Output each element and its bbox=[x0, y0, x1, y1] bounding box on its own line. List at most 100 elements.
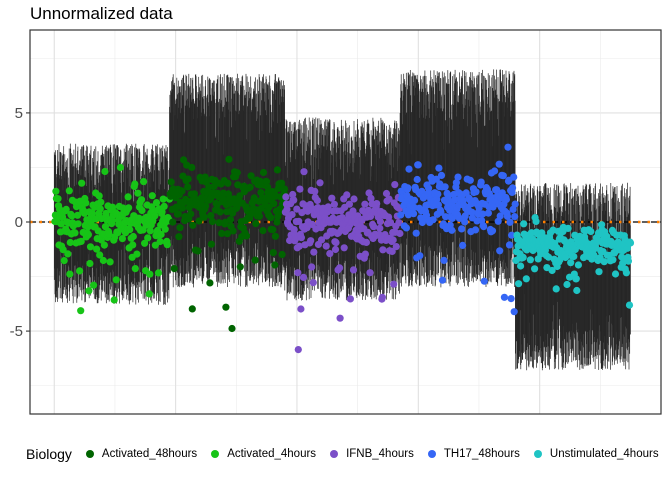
point-activated-4hours bbox=[108, 217, 116, 225]
point-activated-4hours bbox=[129, 241, 137, 249]
point-th17-48hours bbox=[441, 183, 449, 191]
point-activated-4hours bbox=[84, 231, 92, 239]
point-activated-48hours bbox=[252, 220, 260, 228]
point-activated-48hours bbox=[259, 168, 268, 177]
point-th17-48hours bbox=[437, 171, 446, 179]
point-th17-48hours bbox=[484, 209, 492, 217]
point-unstimulated-4hours bbox=[531, 265, 539, 273]
point-activated-4hours bbox=[60, 257, 68, 265]
point-activated-4hours bbox=[157, 230, 165, 239]
point-ifnb-4hours bbox=[362, 238, 370, 246]
point-activated-48hours bbox=[194, 247, 202, 255]
point-th17-48hours bbox=[404, 184, 412, 192]
point-unstimulated-4hours bbox=[544, 253, 553, 261]
point-activated-4hours bbox=[141, 239, 149, 247]
point-activated-4hours bbox=[93, 245, 101, 253]
point-th17-48hours bbox=[434, 190, 442, 198]
point-ifnb-4hours bbox=[396, 229, 404, 238]
point-activated-48hours bbox=[178, 187, 186, 195]
point-unstimulated-4hours bbox=[564, 224, 572, 232]
point-activated-48hours bbox=[207, 240, 215, 248]
point-ifnb-4hours bbox=[387, 219, 395, 227]
point-th17-48hours bbox=[459, 241, 467, 249]
point-unstimulated-4hours bbox=[570, 252, 578, 261]
point-ifnb-4hours bbox=[324, 203, 332, 211]
point-activated-4hours bbox=[109, 203, 117, 211]
point-th17-48hours bbox=[452, 179, 460, 187]
point-th17-48hours bbox=[510, 308, 518, 316]
point-ifnb-4hours bbox=[297, 234, 305, 242]
point-activated-4hours bbox=[78, 179, 86, 187]
point-activated-48hours bbox=[202, 202, 210, 210]
point-unstimulated-4hours bbox=[626, 239, 635, 247]
point-activated-48hours bbox=[174, 210, 182, 218]
point-ifnb-4hours bbox=[395, 219, 403, 227]
point-ifnb-4hours bbox=[297, 305, 305, 313]
point-activated-48hours bbox=[278, 179, 286, 187]
point-ifnb-4hours bbox=[316, 179, 324, 187]
point-activated-48hours bbox=[198, 194, 206, 202]
point-ifnb-4hours bbox=[382, 189, 391, 198]
point-activated-4hours bbox=[82, 199, 90, 207]
point-ifnb-4hours bbox=[376, 218, 384, 226]
y-axis: -5 0 5 bbox=[10, 105, 30, 340]
point-activated-4hours bbox=[140, 178, 148, 186]
point-th17-48hours bbox=[405, 165, 413, 173]
point-activated-4hours bbox=[110, 296, 118, 304]
point-th17-48hours bbox=[504, 143, 512, 151]
point-ifnb-4hours bbox=[292, 235, 300, 243]
point-activated-48hours bbox=[208, 217, 216, 226]
point-th17-48hours bbox=[511, 213, 519, 221]
point-activated-48hours bbox=[188, 305, 196, 313]
point-th17-48hours bbox=[454, 173, 462, 181]
point-ifnb-4hours bbox=[313, 196, 321, 205]
legend-item-ifnb-4hours: IFNB_4hours bbox=[330, 448, 414, 460]
point-th17-48hours bbox=[495, 160, 503, 168]
point-activated-48hours bbox=[247, 172, 255, 180]
point-ifnb-4hours bbox=[296, 185, 304, 193]
point-unstimulated-4hours bbox=[548, 266, 556, 275]
point-activated-4hours bbox=[101, 167, 109, 176]
point-activated-4hours bbox=[116, 163, 124, 172]
point-ifnb-4hours bbox=[336, 264, 344, 272]
point-activated-48hours bbox=[178, 204, 187, 212]
point-activated-48hours bbox=[224, 179, 232, 187]
point-activated-4hours bbox=[146, 270, 154, 278]
point-activated-48hours bbox=[206, 279, 214, 287]
point-activated-4hours bbox=[95, 192, 103, 200]
legend-label-ifnb-4hours: IFNB_4hours bbox=[346, 448, 414, 460]
point-activated-4hours bbox=[77, 307, 85, 315]
point-th17-48hours bbox=[510, 173, 518, 181]
point-ifnb-4hours bbox=[282, 193, 290, 201]
point-th17-48hours bbox=[503, 212, 512, 220]
point-th17-48hours bbox=[416, 252, 424, 260]
point-ifnb-4hours bbox=[293, 205, 301, 213]
point-activated-48hours bbox=[257, 189, 265, 197]
point-activated-48hours bbox=[180, 156, 188, 164]
point-activated-4hours bbox=[112, 276, 120, 284]
point-th17-48hours bbox=[437, 208, 445, 216]
legend-key-ifnb-4hours bbox=[330, 450, 339, 458]
point-th17-48hours bbox=[505, 241, 514, 249]
point-th17-48hours bbox=[493, 186, 501, 194]
point-unstimulated-4hours bbox=[622, 269, 631, 277]
point-ifnb-4hours bbox=[328, 194, 336, 202]
point-activated-4hours bbox=[159, 195, 167, 203]
point-unstimulated-4hours bbox=[520, 220, 528, 228]
point-activated-48hours bbox=[223, 230, 231, 238]
point-activated-4hours bbox=[161, 225, 169, 233]
chart-title: Unnormalized data bbox=[30, 4, 173, 23]
point-unstimulated-4hours bbox=[611, 270, 620, 278]
point-ifnb-4hours bbox=[349, 266, 358, 274]
legend: Biology Activated_48hours Activated_4hou… bbox=[26, 444, 659, 464]
point-ifnb-4hours bbox=[332, 239, 340, 247]
point-th17-48hours bbox=[506, 218, 514, 226]
point-th17-48hours bbox=[410, 210, 418, 218]
point-ifnb-4hours bbox=[349, 207, 357, 215]
point-activated-48hours bbox=[200, 213, 208, 221]
point-activated-4hours bbox=[134, 189, 142, 197]
point-ifnb-4hours bbox=[366, 269, 374, 277]
point-unstimulated-4hours bbox=[587, 227, 595, 236]
point-unstimulated-4hours bbox=[517, 262, 525, 270]
